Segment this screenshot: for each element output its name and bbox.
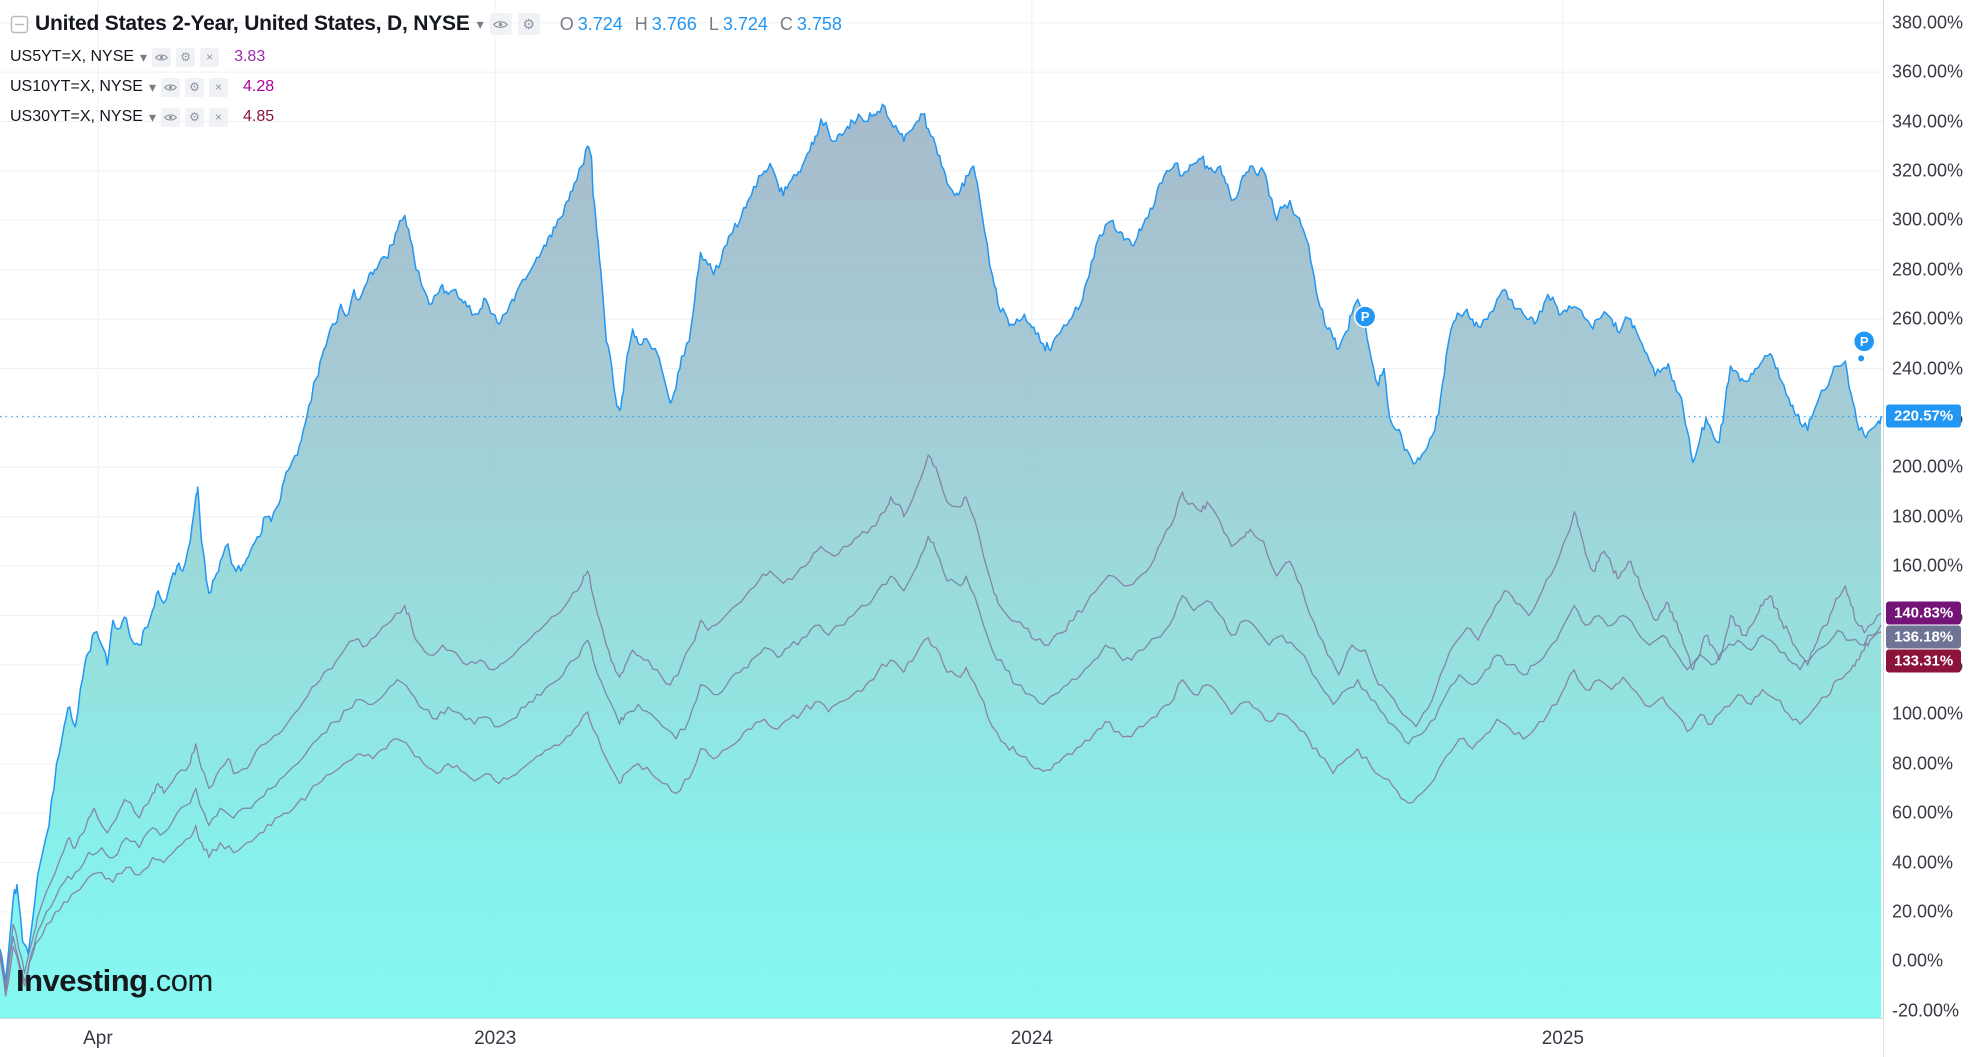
y-axis-tick: 320.00% — [1892, 160, 1964, 181]
logo-suffix: .com — [147, 963, 214, 998]
series-line-us5yt — [0, 454, 1882, 987]
logo-brand: Investing — [16, 963, 148, 998]
y-axis-tick: -20.00% — [1892, 1000, 1960, 1021]
x-axis-tick: Apr — [83, 1028, 113, 1049]
y-axis-tick: 180.00% — [1892, 506, 1964, 527]
x-axis-tick: 2024 — [1010, 1028, 1054, 1049]
low-value: 3.724 — [722, 13, 768, 34]
high-label: H — [634, 13, 648, 34]
legend-row-us30yt[interactable]: US30YT=X, NYSE ▾ ⚙ × 4.85 — [10, 102, 842, 132]
remove-icon[interactable]: × — [208, 107, 228, 127]
chevron-down-icon[interactable]: ▾ — [148, 108, 156, 125]
close-value: 3.758 — [796, 13, 842, 34]
series-line-us2yt — [0, 103, 1882, 982]
y-axis-tick: 40.00% — [1892, 852, 1954, 872]
price-label-us30yt: 133.31% — [1886, 649, 1962, 673]
chart-legend: United States 2-Year, United States, D, … — [10, 6, 842, 132]
price-label-us10yt: 136.18% — [1886, 625, 1962, 649]
settings-icon[interactable]: ⚙ — [184, 107, 204, 127]
settings-icon[interactable]: ⚙ — [517, 13, 540, 35]
y-axis-tick: 380.00% — [1892, 12, 1964, 33]
close-label: C — [779, 13, 793, 34]
chevron-down-icon[interactable]: ▾ — [140, 48, 148, 65]
x-axis-tick: 2025 — [1541, 1028, 1585, 1049]
y-axis-tick: 200.00% — [1892, 456, 1964, 477]
ohlc-readout: O 3.724 H 3.766 L 3.724 C 3.758 — [560, 14, 842, 35]
price-label-us2yt: 220.57% — [1886, 404, 1962, 428]
last-value: 4.28 — [242, 78, 275, 95]
legend-row-us10yt[interactable]: US10YT=X, NYSE ▾ ⚙ × 4.28 — [10, 72, 842, 102]
y-axis-tick: 100.00% — [1892, 703, 1964, 724]
y-axis-tick: 80.00% — [1892, 753, 1954, 774]
investing-logo[interactable]: Investing.com — [16, 963, 213, 999]
axis-corner — [1883, 1018, 1981, 1057]
high-value: 3.766 — [651, 13, 697, 34]
last-value: 4.85 — [242, 108, 275, 125]
open-label: O — [559, 13, 574, 34]
series-line-us10yt — [0, 535, 1882, 992]
event-marker-label: P — [1860, 334, 1869, 349]
main-series-row[interactable]: United States 2-Year, United States, D, … — [10, 6, 842, 42]
visibility-toggle-icon[interactable] — [489, 13, 512, 35]
remove-icon[interactable]: × — [208, 77, 228, 97]
event-marker-dot — [1858, 355, 1865, 362]
y-axis-tick: 300.00% — [1892, 209, 1964, 230]
x-axis-tick: 2023 — [474, 1028, 517, 1049]
event-marker-1[interactable]: P — [1353, 305, 1377, 328]
chart-title[interactable]: United States 2-Year, United States, D, … — [35, 12, 470, 35]
event-marker-label: P — [1361, 309, 1370, 324]
chevron-down-icon[interactable]: ▾ — [476, 15, 484, 32]
symbol-label[interactable]: US10YT=X, NYSE — [10, 78, 143, 95]
y-axis-tick: 260.00% — [1892, 308, 1964, 329]
y-axis-tick: 240.00% — [1892, 358, 1964, 378]
low-label: L — [708, 13, 719, 34]
y-axis-tick: 20.00% — [1892, 901, 1954, 922]
settings-icon[interactable]: ⚙ — [176, 47, 196, 67]
y-axis-tick: 160.00% — [1892, 555, 1964, 576]
series-line-us30yt — [0, 631, 1882, 997]
open-value: 3.724 — [577, 13, 623, 34]
last-value: 3.83 — [234, 48, 266, 65]
y-axis-tick: 340.00% — [1892, 111, 1964, 131]
price-axis[interactable]: 380.00% 360.00% 340.00% 320.00% 300.00% 280.0… — [1883, 0, 1981, 1021]
symbol-label[interactable]: US30YT=X, NYSE — [10, 108, 143, 125]
settings-icon[interactable]: ⚙ — [184, 77, 204, 97]
visibility-toggle-icon[interactable] — [160, 107, 180, 127]
y-axis-tick: 360.00% — [1892, 61, 1964, 82]
y-axis-tick: 60.00% — [1892, 802, 1954, 823]
event-marker-circle[interactable] — [1852, 330, 1876, 353]
y-axis-tick: 0.00% — [1892, 950, 1944, 971]
remove-icon[interactable]: × — [200, 47, 220, 67]
visibility-toggle-icon[interactable] — [152, 47, 172, 67]
event-marker-circle[interactable] — [1353, 305, 1377, 328]
legend-collapse-icon[interactable] — [10, 15, 29, 34]
time-axis[interactable]: Apr 2023 2024 2025 — [0, 1018, 1981, 1057]
visibility-toggle-icon[interactable] — [160, 77, 180, 97]
price-chart-canvas[interactable]: PP — [0, 0, 1883, 1018]
y-axis-tick: 280.00% — [1892, 259, 1964, 280]
symbol-label[interactable]: US5YT=X, NYSE — [10, 48, 135, 65]
price-label-us5yt: 140.83% — [1886, 601, 1962, 625]
legend-row-us5yt[interactable]: US5YT=X, NYSE ▾ ⚙ × 3.83 — [10, 42, 842, 72]
event-marker-2[interactable]: P — [1852, 330, 1876, 362]
chevron-down-icon[interactable]: ▾ — [148, 78, 156, 95]
